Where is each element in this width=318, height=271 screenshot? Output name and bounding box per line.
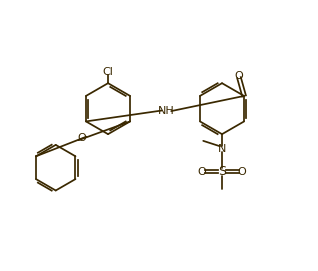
Text: Cl: Cl — [103, 67, 114, 77]
Text: O: O — [197, 167, 206, 177]
Text: S: S — [218, 165, 226, 178]
Text: O: O — [235, 70, 243, 80]
Text: N: N — [218, 144, 226, 154]
Text: NH: NH — [158, 106, 175, 116]
Text: O: O — [238, 167, 246, 177]
Text: O: O — [77, 133, 86, 143]
